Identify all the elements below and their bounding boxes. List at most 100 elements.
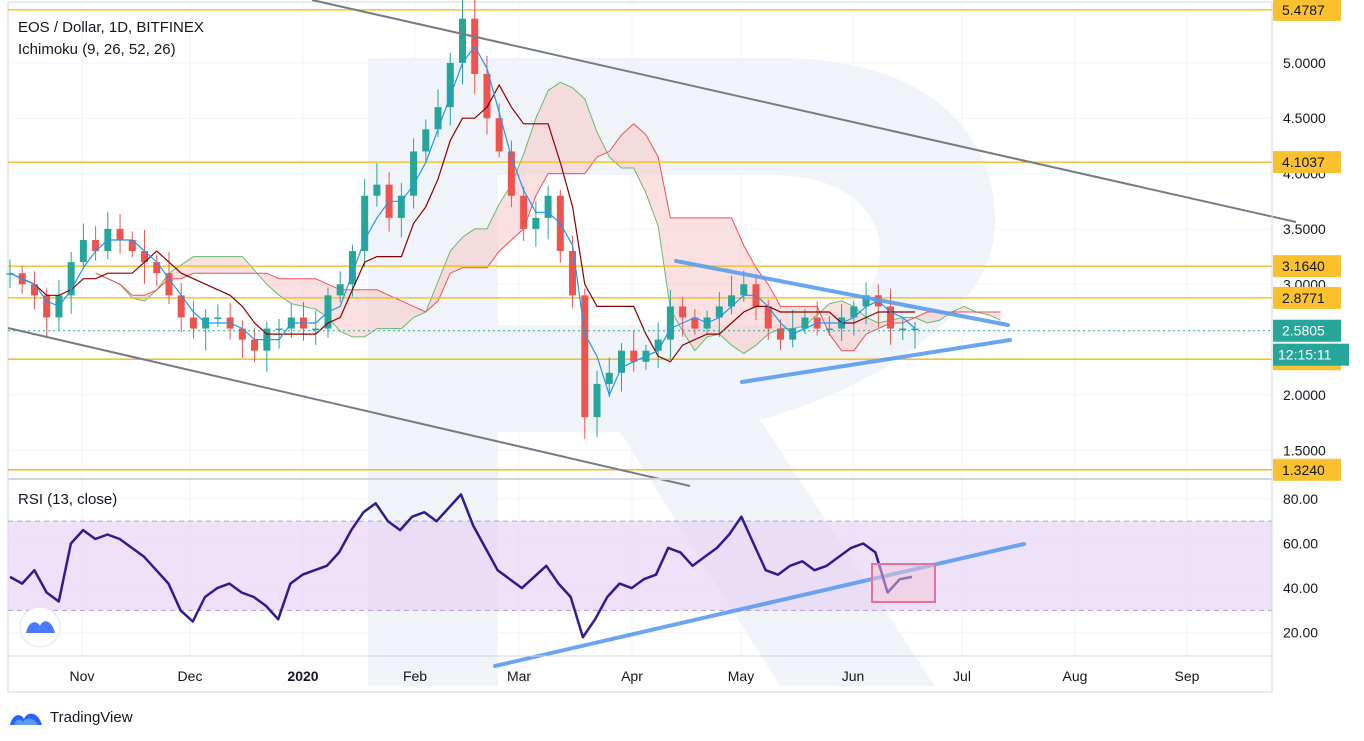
price-level-tag	[1273, 151, 1341, 174]
brand-name: TradingView	[50, 708, 133, 726]
countdown-label: 12:15:11	[1278, 347, 1332, 363]
candle-body	[776, 328, 784, 340]
candle-body	[801, 317, 809, 329]
candle-body	[605, 372, 613, 384]
candle-body	[189, 317, 197, 329]
price-level-label: 3.1640	[1282, 258, 1325, 274]
candle-body	[459, 18, 466, 63]
candle-body	[446, 62, 454, 108]
candle-body	[153, 262, 161, 274]
candle-body	[593, 383, 601, 418]
candle-body	[251, 339, 259, 351]
candle-body	[422, 129, 430, 152]
candle-body	[238, 328, 246, 340]
x-tick-label: Dec	[178, 668, 203, 684]
brand-footer[interactable]: TradingView	[8, 706, 133, 728]
triangle-lower-line[interactable]	[740, 338, 1012, 384]
candle-body	[483, 73, 491, 119]
countdown-tag	[1273, 343, 1349, 366]
candle-body	[617, 350, 625, 373]
tradingview-icon	[10, 713, 42, 725]
candle-body	[507, 151, 515, 196]
rsi-tick-label: 80.00	[1283, 491, 1318, 507]
current-price-label: 2.5805	[1282, 323, 1325, 339]
rsi-band	[8, 521, 1272, 611]
x-tick-label: Mar	[507, 668, 531, 684]
ichimoku-span-a	[95, 81, 1001, 355]
triangle-upper-line[interactable]	[674, 259, 1010, 327]
candle-body	[654, 339, 662, 351]
ichimoku-span-b	[95, 123, 1001, 352]
candle-body	[141, 251, 149, 263]
current-price-tag	[1273, 319, 1341, 342]
candle-body	[312, 328, 320, 331]
price-level-tag	[1273, 255, 1341, 278]
candle-body	[410, 151, 418, 196]
candle-body	[862, 295, 870, 307]
candle-body	[911, 328, 919, 331]
x-tick-label: Jul	[953, 668, 971, 684]
candle-body	[67, 262, 75, 296]
candle-body	[679, 306, 687, 318]
rsi-tick-label: 20.00	[1283, 625, 1318, 641]
candle-body	[569, 251, 577, 296]
candle-body	[116, 228, 124, 240]
price-level-labels: 5.47874.10373.16402.87712.32311.32402.58…	[1273, 0, 1349, 481]
watermark-logo	[368, 58, 996, 686]
ichimoku-kijun	[9, 83, 915, 363]
x-tick-label: Jun	[842, 668, 865, 684]
x-tick-label: 2020	[287, 668, 318, 684]
candle-body	[361, 195, 369, 252]
candle-body	[348, 251, 356, 285]
lower-channel-line[interactable]	[7, 327, 691, 487]
candle-body	[740, 284, 748, 296]
candle-body	[764, 306, 772, 329]
candle-body	[495, 118, 503, 152]
y-tick-label: 5.0000	[1283, 55, 1326, 71]
candle-body	[92, 240, 100, 252]
price-level-label: 5.4787	[1282, 2, 1325, 18]
candle-body	[532, 217, 540, 229]
rsi-axis[interactable]: 80.00 60.00 40.00 20.00	[1283, 491, 1318, 641]
candle-body	[544, 195, 552, 218]
candle-body	[275, 328, 283, 331]
candle-body	[581, 295, 589, 418]
price-level-label: 1.3240	[1282, 462, 1325, 478]
indicator-label: Ichimoku (9, 26, 52, 26)	[18, 41, 176, 58]
price-levels	[8, 9, 1272, 471]
time-axis[interactable]: Nov Dec 2020 Feb Mar Apr May Jun Jul Aug Sep	[70, 668, 1200, 684]
candle-body	[825, 328, 833, 331]
candle-body	[214, 317, 222, 319]
candle-body	[336, 284, 344, 296]
candle-body	[177, 295, 185, 318]
candle-body	[79, 240, 87, 263]
candle-body	[850, 306, 858, 318]
candle-body	[30, 284, 38, 296]
rsi-highlight-box[interactable]	[871, 563, 936, 603]
rsi-tick-label: 40.00	[1283, 580, 1318, 596]
upper-channel-line[interactable]	[311, 0, 1297, 223]
candle-body	[434, 107, 442, 130]
tv-logo-badge[interactable]	[19, 606, 61, 648]
candle-body	[128, 240, 136, 252]
candle-body	[887, 306, 895, 329]
candle-body	[520, 195, 528, 229]
y-tick-label: 4.5000	[1283, 110, 1326, 126]
candle-body	[373, 184, 381, 196]
ichimoku-cloud	[95, 82, 1001, 354]
x-tick-label: Aug	[1063, 668, 1088, 684]
candle-body	[43, 295, 51, 318]
y-tick-label: 3.5000	[1283, 221, 1326, 237]
y-tick-label: 1.5000	[1283, 442, 1326, 458]
candle-body	[397, 195, 405, 218]
candle-body	[728, 295, 736, 307]
candle-body	[165, 273, 173, 296]
y-tick-label: 2.0000	[1283, 387, 1326, 403]
candle-body	[666, 306, 674, 340]
rsi-title: RSI (13, close)	[18, 491, 117, 508]
x-tick-label: Feb	[403, 668, 427, 684]
price-level-label: 2.8771	[1282, 290, 1325, 306]
price-level-tag	[1273, 0, 1341, 21]
